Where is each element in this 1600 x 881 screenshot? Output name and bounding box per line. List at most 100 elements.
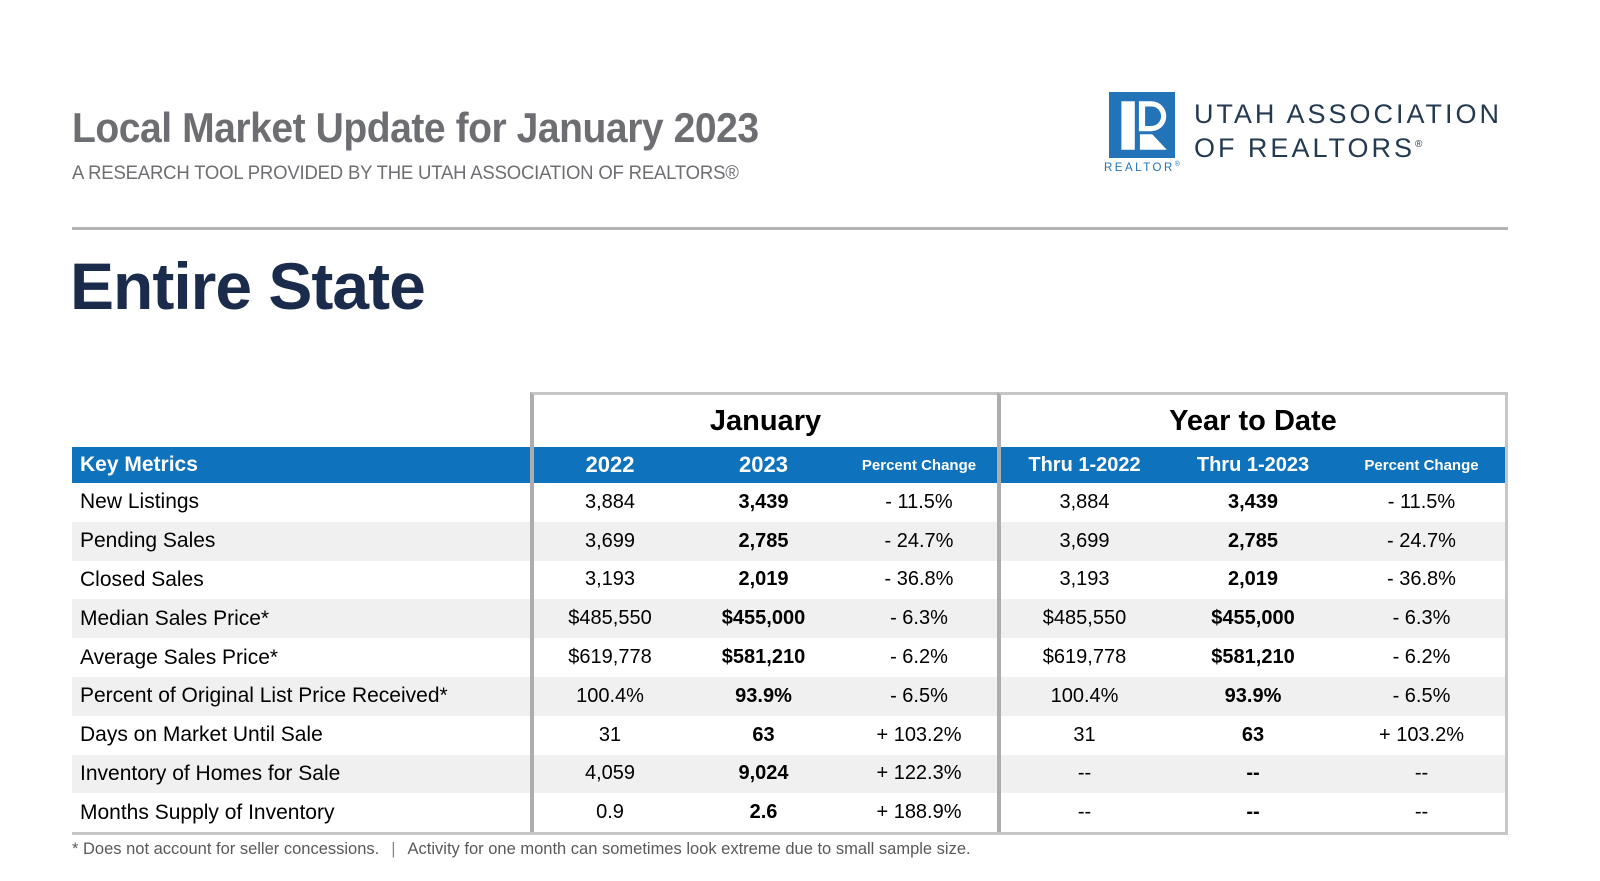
ytd-2023-value: $455,000	[1211, 607, 1295, 630]
ytd-percent-change-value: - 6.5%	[1338, 676, 1508, 716]
footnote-concessions: * Does not account for seller concession…	[72, 840, 380, 858]
ytd-percent-change-value: - 11.5%	[1338, 483, 1508, 522]
ytd-percent-change-value: --	[1338, 793, 1508, 833]
ytd-2022-value: 31	[997, 715, 1168, 755]
column-header-jan-percent-change: Percent Change	[841, 447, 997, 483]
ytd-2022-value: $485,550	[997, 599, 1168, 639]
metric-label: Inventory of Homes for Sale	[80, 761, 341, 785]
jan-2023-value: $455,000	[721, 607, 806, 630]
jan-2023-value: 9,024	[738, 762, 789, 785]
table-group-header-row: January Year to Date	[72, 392, 1508, 447]
ytd-2023-value: --	[1246, 801, 1260, 824]
jan-2022-value: $619,778	[530, 638, 686, 677]
table-header-row: Key Metrics 2022 2023 Percent Change Thr…	[72, 447, 1508, 483]
ytd-percent-change-value: --	[1338, 754, 1508, 794]
table-row: Days on Market Until Sale 31 63 + 103.2%…	[72, 715, 1508, 755]
group-header-january: January	[530, 392, 997, 447]
jan-percent-change-value: - 36.8%	[884, 568, 954, 591]
footnote-sample-size: Activity for one month can sometimes loo…	[407, 840, 971, 858]
jan-percent-change-value: + 103.2%	[876, 723, 962, 746]
realtor-logo-block: REALTOR®	[1104, 92, 1180, 174]
metric-label: Pending Sales	[80, 529, 216, 553]
realtor-r-icon	[1108, 92, 1175, 158]
ytd-2023-value: 3,439	[1227, 490, 1279, 513]
metric-label: Months Supply of Inventory	[80, 800, 335, 824]
realtor-caption: REALTOR®	[1104, 161, 1180, 174]
table-row: Closed Sales 3,193 2,019 - 36.8% 3,193 2…	[72, 560, 1508, 600]
ytd-2023-value: 2,019	[1227, 568, 1279, 591]
group-header-year-to-date: Year to Date	[997, 392, 1508, 447]
table-row: Months Supply of Inventory 0.9 2.6 + 188…	[72, 793, 1508, 833]
region-title: Entire State	[70, 249, 426, 323]
metric-label: New Listings	[80, 490, 200, 514]
ytd-2022-value: --	[997, 793, 1168, 833]
jan-percent-change-value: - 6.3%	[890, 607, 948, 630]
jan-percent-change-value: - 24.7%	[884, 529, 954, 552]
column-header-key-metrics: Key Metrics	[72, 447, 530, 483]
metric-label: Average Sales Price*	[80, 645, 279, 669]
metric-label: Percent of Original List Price Received*	[80, 684, 448, 708]
footnote-separator: |	[391, 840, 396, 858]
column-header-ytd-percent-change: Percent Change	[1338, 447, 1508, 483]
ytd-2023-value: $581,210	[1211, 646, 1295, 669]
jan-percent-change-value: + 122.3%	[876, 762, 962, 785]
metric-label: Median Sales Price*	[80, 606, 270, 630]
ytd-2023-value: 93.9%	[1224, 684, 1282, 707]
association-name: UTAH ASSOCIATION OF REALTORS®	[1194, 92, 1502, 166]
ytd-percent-change-value: - 36.8%	[1338, 560, 1508, 600]
table-row: Median Sales Price* $485,550 $455,000 - …	[72, 599, 1508, 639]
ytd-2023-value: --	[1246, 762, 1260, 785]
jan-2023-value: 2,019	[738, 568, 789, 591]
ytd-percent-change-value: - 6.2%	[1338, 638, 1508, 677]
association-name-line1: UTAH ASSOCIATION	[1193, 99, 1502, 129]
jan-percent-change-value: + 188.9%	[876, 801, 962, 824]
ytd-percent-change-value: + 103.2%	[1338, 715, 1508, 755]
ytd-2022-value: --	[997, 754, 1168, 794]
jan-2023-value: 93.9%	[735, 684, 792, 707]
ytd-2023-value: 63	[1241, 723, 1265, 746]
metric-label: Days on Market Until Sale	[80, 723, 323, 747]
table-row: New Listings 3,884 3,439 - 11.5% 3,884 3…	[72, 483, 1508, 522]
jan-2023-value: 63	[752, 723, 775, 746]
jan-2022-value: 31	[530, 715, 686, 755]
report-header: Local Market Update for January 2023 A R…	[72, 104, 810, 185]
ytd-2022-value: $619,778	[997, 638, 1168, 677]
ytd-percent-change-value: - 24.7%	[1338, 521, 1508, 561]
ytd-2022-value: 3,884	[997, 483, 1168, 522]
jan-2022-value: 3,193	[530, 560, 686, 600]
jan-percent-change-value: - 11.5%	[885, 490, 953, 513]
ytd-2022-value: 3,193	[997, 560, 1168, 600]
group-header-spacer	[72, 392, 530, 447]
column-header-jan-2022: 2022	[530, 447, 686, 483]
column-header-jan-2023: 2023	[686, 447, 841, 483]
jan-percent-change-value: - 6.2%	[890, 646, 948, 669]
uar-logo: REALTOR® UTAH ASSOCIATION OF REALTORS®	[1104, 92, 1502, 174]
jan-2022-value: 3,884	[530, 483, 686, 522]
ytd-2022-value: 100.4%	[997, 676, 1168, 716]
table-body: New Listings 3,884 3,439 - 11.5% 3,884 3…	[72, 483, 1508, 833]
table-row: Average Sales Price* $619,778 $581,210 -…	[72, 638, 1508, 677]
header-divider	[72, 227, 1508, 230]
realtor-r-glyph	[1108, 92, 1175, 158]
ytd-2022-value: 3,699	[997, 521, 1168, 561]
jan-2023-value: 2,785	[738, 529, 789, 552]
jan-2022-value: 100.4%	[530, 676, 686, 716]
column-header-thru-1-2022: Thru 1-2022	[997, 447, 1168, 483]
jan-2022-value: 0.9	[530, 793, 686, 833]
ytd-percent-change-value: - 6.3%	[1338, 599, 1508, 639]
column-header-thru-1-2023: Thru 1-2023	[1168, 447, 1338, 483]
ytd-2023-value: 2,785	[1227, 529, 1279, 552]
table-row: Percent of Original List Price Received*…	[72, 676, 1508, 716]
association-name-line2: OF REALTORS®	[1193, 132, 1423, 163]
jan-2023-value: $581,210	[721, 646, 806, 669]
jan-2022-value: $485,550	[530, 599, 686, 639]
document-title: Local Market Update for January 2023	[72, 104, 759, 151]
jan-2023-value: 3,439	[738, 490, 789, 513]
jan-2022-value: 4,059	[530, 754, 686, 794]
jan-2023-value: 2.6	[749, 801, 778, 824]
metric-label: Closed Sales	[80, 567, 204, 591]
jan-percent-change-value: - 6.5%	[890, 684, 948, 707]
document-subtitle: A RESEARCH TOOL PROVIDED BY THE UTAH ASS…	[72, 162, 739, 184]
table-row: Inventory of Homes for Sale 4,059 9,024 …	[72, 754, 1508, 794]
